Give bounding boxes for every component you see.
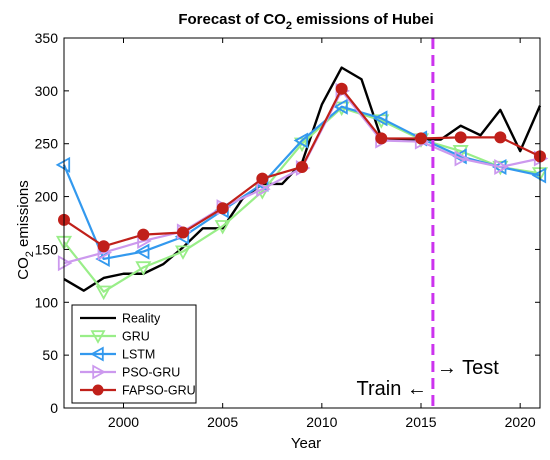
x-tick-label: 2015 xyxy=(405,414,436,430)
data-point xyxy=(137,228,150,241)
data-point xyxy=(531,167,547,184)
chart-title-rest: emissions of Hubei xyxy=(292,11,434,28)
legend-item: Reality xyxy=(80,312,161,326)
x-tick-label: 2010 xyxy=(306,414,337,430)
chart-title-subscript: 2 xyxy=(286,20,292,32)
legend-item: PSO-GRU xyxy=(80,364,180,380)
x-tick-label: 2005 xyxy=(207,414,238,430)
x-tick-label: 2020 xyxy=(505,414,536,430)
data-point xyxy=(454,150,470,167)
legend-label: GRU xyxy=(122,330,150,344)
data-point xyxy=(135,261,152,276)
svg-text:Forecast of CO2 emissions of H: Forecast of CO2 emissions of Hubei xyxy=(178,11,433,32)
x-axis-label: Year xyxy=(291,435,321,452)
legend-item: FAPSO-GRU xyxy=(80,384,196,398)
data-point xyxy=(177,226,189,239)
y-tick-label: 100 xyxy=(35,294,59,310)
data-point xyxy=(256,172,269,185)
data-point xyxy=(55,156,71,173)
axes-frame xyxy=(63,37,541,409)
legend-label: LSTM xyxy=(122,348,155,362)
data-point xyxy=(452,148,467,165)
y-axis-label-subscript: 2 xyxy=(24,251,36,257)
data-point xyxy=(216,202,229,215)
y-tick-label: 50 xyxy=(42,347,58,363)
data-point xyxy=(57,255,73,272)
data-point xyxy=(214,220,231,235)
data-point xyxy=(494,131,507,144)
legend-label: FAPSO-GRU xyxy=(122,384,196,398)
data-point xyxy=(256,181,271,198)
data-point xyxy=(454,131,467,144)
train-annotation: Train ← xyxy=(357,378,427,400)
y-axis-label-main: CO xyxy=(15,257,32,280)
data-point xyxy=(97,240,110,253)
y-tick-label: 350 xyxy=(35,30,59,46)
y-tick-label: 200 xyxy=(35,189,59,205)
chart-title: Forecast of CO2 emissions of Hubei xyxy=(178,11,433,32)
y-tick-label: 300 xyxy=(35,83,59,99)
legend-item: GRU xyxy=(80,330,150,344)
chart-title-main: Forecast of CO xyxy=(178,11,286,28)
test-annotation: → Test xyxy=(437,357,499,379)
series-fapso-gru xyxy=(58,82,546,253)
y-tick-label: 150 xyxy=(35,241,59,257)
legend-swatch-marker xyxy=(90,330,106,344)
legend-swatch-marker xyxy=(92,364,106,380)
data-point xyxy=(494,158,509,176)
y-axis-label: CO2 emissions xyxy=(15,180,36,279)
y-tick-label: 250 xyxy=(35,136,59,152)
data-point xyxy=(375,132,388,145)
legend-swatch-marker xyxy=(92,384,104,396)
legend-label: PSO-GRU xyxy=(122,366,180,380)
data-point xyxy=(296,160,308,173)
y-tick-label: 0 xyxy=(50,400,58,416)
x-tick-label: 2000 xyxy=(108,414,139,430)
series-line xyxy=(62,105,541,261)
legend-item: LSTM xyxy=(80,346,155,362)
legend: Reality GRU LSTM PSO-GRU FAPSO-GRU xyxy=(71,304,197,404)
y-axis-label-rest: emissions xyxy=(15,180,32,251)
legend-label: Reality xyxy=(122,312,161,326)
legend-swatch-marker xyxy=(90,346,104,362)
data-point xyxy=(415,132,427,145)
data-point xyxy=(333,98,348,115)
data-point xyxy=(134,243,150,260)
data-point xyxy=(174,245,192,260)
data-point xyxy=(335,82,348,95)
svg-text:CO2 emissions: CO2 emissions xyxy=(15,180,36,279)
data-point xyxy=(372,110,388,127)
data-point xyxy=(293,132,309,149)
data-point xyxy=(95,285,112,301)
